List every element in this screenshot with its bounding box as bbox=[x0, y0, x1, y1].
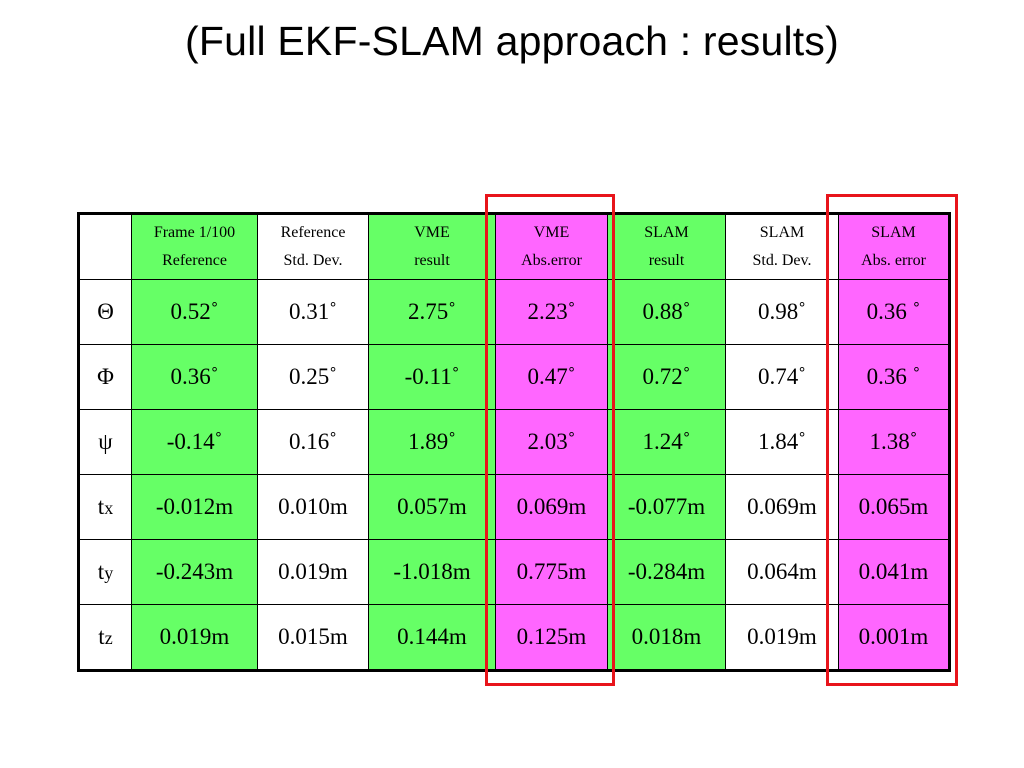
table-cell: 1.89˚ bbox=[368, 409, 496, 475]
table-cell: 0.069m bbox=[495, 474, 608, 540]
table-cell: 0.125m bbox=[495, 604, 608, 671]
table-cell: 0.015m bbox=[257, 604, 369, 671]
header-row: Frame 1/100 Reference Reference Std. Dev… bbox=[78, 213, 950, 280]
table-cell: 0.72˚ bbox=[607, 344, 726, 410]
row-subscript: x bbox=[104, 498, 114, 518]
header-frame-reference: Frame 1/100 Reference bbox=[131, 213, 258, 280]
table-cell: -0.11˚ bbox=[368, 344, 496, 410]
header-line: Reference bbox=[162, 252, 227, 269]
table-row-tz: tz 0.019m 0.015m 0.144m 0.125m 0.018m 0.… bbox=[78, 604, 950, 671]
table-cell: 0.057m bbox=[368, 474, 496, 540]
table-cell: 0.001m bbox=[838, 604, 950, 671]
table-cell: -0.012m bbox=[131, 474, 258, 540]
table-cell: 0.010m bbox=[257, 474, 369, 540]
row-label-ty: ty bbox=[78, 539, 132, 605]
row-symbol: Φ bbox=[97, 364, 114, 389]
header-line: Abs. error bbox=[861, 252, 926, 269]
table-cell: 0.16˚ bbox=[257, 409, 369, 475]
row-symbol: t bbox=[98, 624, 105, 649]
header-slam-result: SLAM result bbox=[607, 213, 726, 280]
table-cell: 2.23˚ bbox=[495, 279, 608, 345]
table-cell: -1.018m bbox=[368, 539, 496, 605]
header-corner bbox=[78, 213, 132, 280]
table-cell: 0.144m bbox=[368, 604, 496, 671]
table-cell: 0.31˚ bbox=[257, 279, 369, 345]
table-cell: 2.75˚ bbox=[368, 279, 496, 345]
table-cell: 0.065m bbox=[838, 474, 950, 540]
row-label-theta: Θ bbox=[78, 279, 132, 345]
header-line: Reference bbox=[280, 224, 346, 241]
table-row-theta: Θ 0.52˚ 0.31˚ 2.75˚ 2.23˚ 0.88˚ 0.98˚ 0.… bbox=[78, 279, 950, 345]
table-row-tx: tx -0.012m 0.010m 0.057m 0.069m -0.077m … bbox=[78, 474, 950, 540]
table-cell: 1.24˚ bbox=[607, 409, 726, 475]
row-label-psi: ψ bbox=[78, 409, 132, 475]
header-line: VME bbox=[533, 224, 570, 241]
row-symbol: t bbox=[97, 494, 105, 519]
table-cell: 2.03˚ bbox=[495, 409, 608, 475]
table-cell: 0.018m bbox=[607, 604, 726, 671]
header-slam-abs-error: SLAM Abs. error bbox=[838, 213, 950, 280]
table-cell: 1.38˚ bbox=[838, 409, 950, 475]
table-row-phi: Φ 0.36˚ 0.25˚ -0.11˚ 0.47˚ 0.72˚ 0.74˚ 0… bbox=[78, 344, 950, 410]
row-label-phi: Φ bbox=[78, 344, 132, 410]
header-line: SLAM bbox=[644, 224, 689, 241]
table-cell: 0.98˚ bbox=[725, 279, 839, 345]
table-cell: 0.25˚ bbox=[257, 344, 369, 410]
row-subscript: y bbox=[104, 563, 114, 583]
table-cell: 0.36 ˚ bbox=[838, 279, 950, 345]
header-line: result bbox=[648, 252, 685, 269]
header-line: Std. Dev. bbox=[752, 252, 812, 269]
header-line: VME bbox=[414, 224, 450, 241]
header-vme-abs-error: VME Abs.error bbox=[495, 213, 608, 280]
header-line: Abs.error bbox=[521, 252, 582, 269]
header-reference-std-dev: Reference Std. Dev. bbox=[257, 213, 369, 280]
slide-title: (Full EKF-SLAM approach : results) bbox=[185, 18, 839, 64]
header-line: Frame 1/100 bbox=[153, 224, 236, 241]
table-cell: 0.069m bbox=[725, 474, 839, 540]
table-cell: -0.284m bbox=[607, 539, 726, 605]
results-table: Frame 1/100 Reference Reference Std. Dev… bbox=[77, 212, 951, 672]
table-cell: -0.14˚ bbox=[131, 409, 258, 475]
row-label-tx: tx bbox=[78, 474, 132, 540]
table-cell: 0.52˚ bbox=[131, 279, 258, 345]
header-line: result bbox=[414, 252, 450, 269]
row-symbol: Θ bbox=[97, 299, 114, 324]
table-cell: 0.775m bbox=[495, 539, 608, 605]
table-cell: 0.041m bbox=[838, 539, 950, 605]
table-row-psi: ψ -0.14˚ 0.16˚ 1.89˚ 2.03˚ 1.24˚ 1.84˚ 1… bbox=[78, 409, 950, 475]
header-slam-std-dev: SLAM Std. Dev. bbox=[725, 213, 839, 280]
header-line: SLAM bbox=[759, 224, 805, 241]
row-symbol: t bbox=[97, 559, 105, 584]
header-line: SLAM bbox=[871, 224, 916, 241]
row-label-tz: tz bbox=[78, 604, 132, 671]
table-row-ty: ty -0.243m 0.019m -1.018m 0.775m -0.284m… bbox=[78, 539, 950, 605]
table-cell: -0.243m bbox=[131, 539, 258, 605]
row-symbol: ψ bbox=[98, 429, 113, 454]
header-line: Std. Dev. bbox=[283, 252, 343, 269]
table-cell: 0.74˚ bbox=[725, 344, 839, 410]
table-cell: 0.36˚ bbox=[131, 344, 258, 410]
header-vme-result: VME result bbox=[368, 213, 496, 280]
table-cell: 0.36 ˚ bbox=[838, 344, 950, 410]
table-cell: 0.064m bbox=[725, 539, 839, 605]
table-cell: 0.019m bbox=[257, 539, 369, 605]
table-cell: 0.019m bbox=[131, 604, 258, 671]
table-cell: -0.077m bbox=[607, 474, 726, 540]
row-subscript: z bbox=[104, 628, 113, 648]
table-cell: 0.47˚ bbox=[495, 344, 608, 410]
table-cell: 0.019m bbox=[725, 604, 839, 671]
table-cell: 1.84˚ bbox=[725, 409, 839, 475]
table-cell: 0.88˚ bbox=[607, 279, 726, 345]
